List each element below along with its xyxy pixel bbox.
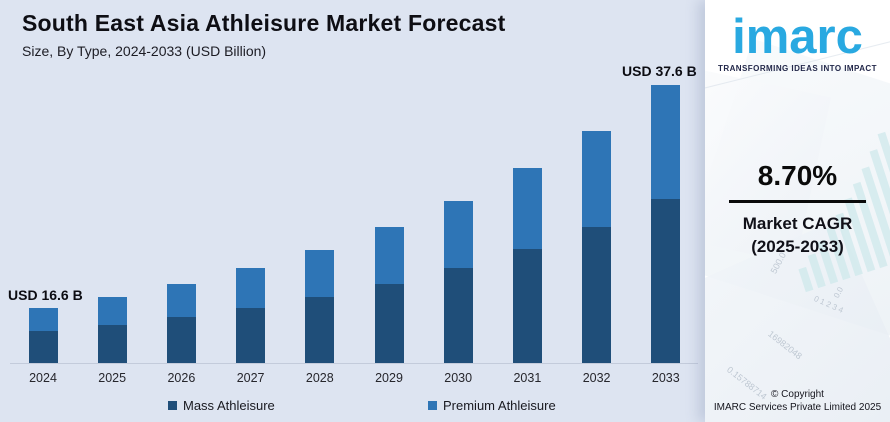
imarc-logo-text: imarc (732, 10, 863, 64)
bar-2031 (512, 168, 542, 363)
x-tick-2032: 2032 (582, 371, 611, 385)
chart-subtitle: Size, By Type, 2024-2033 (USD Billion) (22, 43, 267, 59)
mass-segment (97, 325, 127, 363)
premium-segment (374, 227, 404, 284)
cagr-block: 8.70% Market CAGR (2025-2033) (705, 160, 890, 259)
first-bar-value-label: USD 16.6 B (8, 287, 83, 303)
premium-segment (97, 297, 127, 325)
copyright-line2: IMARC Services Private Limited 2025 (713, 402, 882, 413)
x-tick-2024: 2024 (29, 371, 57, 385)
mass-segment (236, 308, 266, 363)
cagr-value: 8.70% (757, 160, 838, 191)
x-tick-2030: 2030 (444, 371, 473, 385)
bar-2030 (443, 201, 473, 363)
premium-segment (443, 201, 473, 268)
legend: Mass Athleisure Premium Athleisure (0, 398, 705, 418)
x-tick-2026: 2026 (167, 371, 196, 385)
imarc-tagline: TRANSFORMING IDEAS INTO IMPACT (718, 64, 877, 74)
x-tick-2027: 2027 (236, 371, 265, 385)
bars: 2024 2025 2026 2027 2028 2029 2030 2031 2032 2033 (28, 85, 681, 385)
mass-segment (512, 249, 542, 363)
watermark-number: 0.0 (831, 285, 846, 300)
legend-mass-label: Mass Athleisure (183, 398, 275, 413)
mass-segment (582, 227, 612, 363)
x-axis-line (10, 363, 698, 364)
x-tick-2031: 2031 (513, 371, 542, 385)
bar-2029 (374, 227, 404, 363)
bar-2027 (236, 268, 266, 363)
x-tick-2033: 2033 (651, 371, 680, 385)
premium-segment (512, 168, 542, 249)
last-bar-value-label: USD 37.6 B (622, 63, 697, 79)
copyright: © Copyright IMARC Services Private Limit… (705, 388, 890, 414)
legend-item-premium: Premium Athleisure (428, 398, 556, 413)
copyright-line1: © Copyright (771, 389, 824, 400)
x-tick-2029: 2029 (375, 371, 403, 385)
x-tick-2025: 2025 (98, 371, 127, 385)
cagr-label-line2: (2025-2033) (751, 236, 844, 256)
premium-segment (236, 268, 266, 308)
bar-2033 (651, 85, 681, 363)
mass-segment (28, 331, 58, 363)
watermark-bar (798, 266, 814, 293)
bar-2024 (28, 308, 58, 363)
bar-2025 (97, 297, 127, 363)
cagr-divider (729, 200, 866, 203)
premium-segment (166, 284, 196, 317)
x-tick-2028: 2028 (305, 371, 334, 385)
premium-segment (28, 308, 58, 331)
watermark-number: 0 1 2 3 4 (812, 294, 845, 315)
mass-segment (166, 317, 196, 363)
premium-swatch-icon (428, 401, 437, 410)
premium-segment (305, 250, 335, 297)
mass-segment (443, 268, 473, 363)
mass-segment (374, 284, 404, 363)
cagr-label-line1: Market CAGR (742, 214, 853, 233)
bar-2026 (166, 284, 196, 363)
legend-item-mass: Mass Athleisure (168, 398, 275, 413)
bar-2028 (305, 250, 335, 363)
brand-panel: 500.0 0.0 0 1 2 3 4 16982048 0.15788714 imar… (705, 0, 890, 422)
imarc-logo: imarc TRANSFORMING IDEAS INTO IMPACT (705, 0, 890, 73)
bar-2032 (582, 131, 612, 363)
chart-area: South East Asia Athleisure Market Foreca… (0, 10, 705, 418)
premium-segment (651, 85, 681, 199)
page-title: South East Asia Athleisure Market Foreca… (22, 10, 506, 36)
mass-segment (305, 297, 335, 363)
watermark-number: 16982048 (766, 328, 804, 362)
premium-segment (582, 131, 612, 227)
mass-segment (651, 199, 681, 363)
mass-swatch-icon (168, 401, 177, 410)
legend-premium-label: Premium Athleisure (443, 398, 556, 413)
